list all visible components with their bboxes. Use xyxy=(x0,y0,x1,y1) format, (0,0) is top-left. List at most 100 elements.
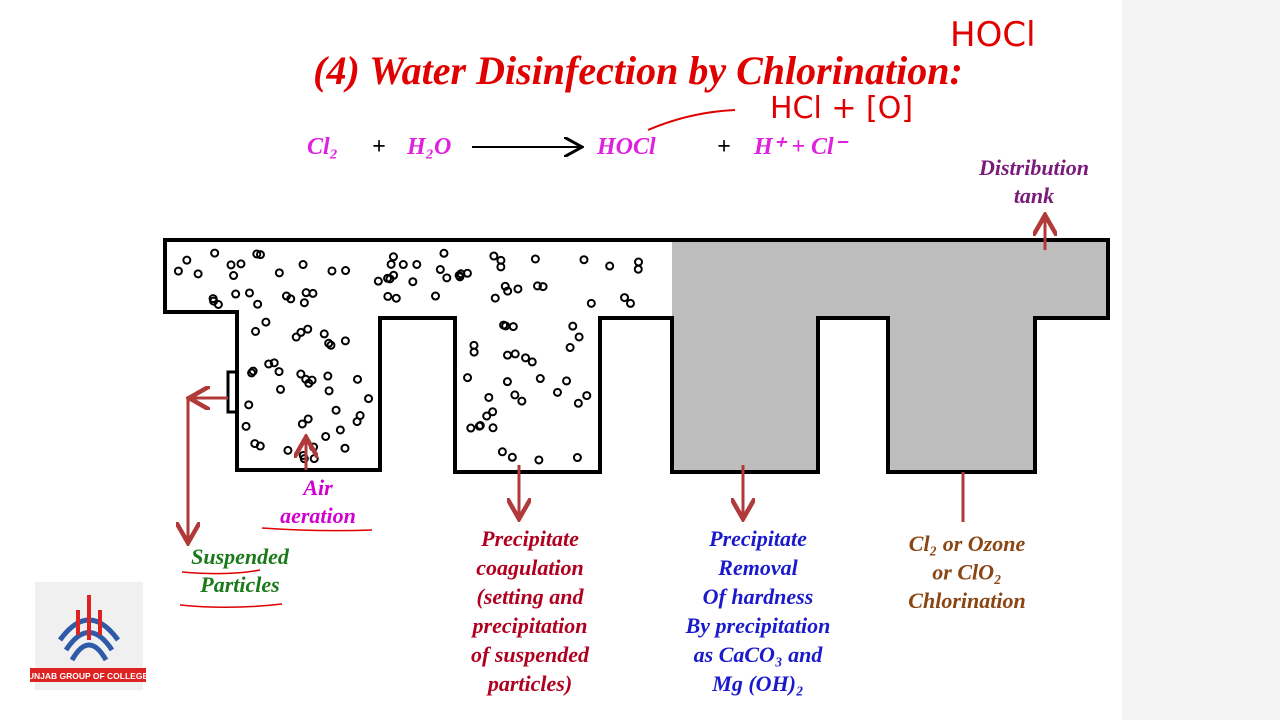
bubble xyxy=(373,276,383,286)
bubble xyxy=(497,447,507,457)
label-line: or ClO₂ xyxy=(932,560,1001,585)
bubble xyxy=(182,255,192,265)
bubble xyxy=(231,289,241,299)
bubble xyxy=(620,293,630,303)
label-line: (setting and xyxy=(477,584,585,609)
bubble xyxy=(309,442,319,452)
bubble xyxy=(388,252,398,262)
bubble xyxy=(304,378,314,388)
arrows xyxy=(188,218,1045,540)
bubble xyxy=(323,371,333,381)
bubble xyxy=(510,390,520,400)
bubble xyxy=(244,288,254,298)
bubble xyxy=(488,407,498,417)
bubble xyxy=(408,277,418,287)
bubble xyxy=(321,431,331,441)
label-line: Mg (OH)₂ xyxy=(711,671,803,696)
bubble xyxy=(335,425,345,435)
bubble xyxy=(572,453,582,463)
bubble xyxy=(303,414,313,424)
bubble xyxy=(391,293,401,303)
bubble xyxy=(513,284,523,294)
bubble xyxy=(412,259,422,269)
equation-term: Cl₂ xyxy=(307,134,338,160)
bubble xyxy=(291,332,301,342)
bubble xyxy=(247,368,257,378)
bubble xyxy=(573,398,583,408)
bubble xyxy=(283,445,293,455)
label-line: tank xyxy=(1014,183,1054,208)
bubble xyxy=(274,367,284,377)
label-line: Removal xyxy=(717,555,798,580)
equation-plus: + xyxy=(717,134,731,160)
bubble xyxy=(466,423,476,433)
bubble xyxy=(538,282,548,292)
side-panel xyxy=(1122,0,1280,720)
bubble xyxy=(383,291,393,301)
bubble xyxy=(297,419,307,429)
bubble xyxy=(299,298,309,308)
bubble xyxy=(565,343,575,353)
bubble xyxy=(517,396,527,406)
bubble xyxy=(496,262,506,272)
bubble xyxy=(276,384,286,394)
bubble xyxy=(261,317,271,327)
label-line: Distribution xyxy=(978,155,1089,180)
bubble xyxy=(535,374,545,384)
bubble xyxy=(530,254,540,264)
bubble xyxy=(281,291,291,301)
label-line: Particles xyxy=(199,572,279,597)
bubble xyxy=(507,452,517,462)
bubble xyxy=(582,391,592,401)
equation-term: H₂O xyxy=(406,134,451,160)
bubble xyxy=(301,288,311,298)
handwritten-note: HOCl xyxy=(950,15,1036,55)
bubble xyxy=(331,405,341,415)
bubble xyxy=(309,454,319,464)
handwritten-arrow xyxy=(647,109,736,131)
bubble xyxy=(482,411,492,421)
label-line: precipitation xyxy=(471,613,588,638)
bubble xyxy=(489,251,499,261)
bubble xyxy=(435,265,445,275)
label-line: as CaCO₃ and xyxy=(694,642,824,667)
bubble xyxy=(475,421,485,431)
bubble xyxy=(352,417,362,427)
label-line: of suspended xyxy=(471,642,590,667)
bubble xyxy=(296,369,306,379)
bubble xyxy=(552,387,562,397)
bubble xyxy=(319,329,329,339)
bubble xyxy=(244,400,254,410)
bubble xyxy=(532,281,542,291)
bubble xyxy=(430,291,440,301)
bubble xyxy=(193,269,203,279)
bubble xyxy=(264,359,274,369)
bubble xyxy=(625,298,635,308)
bubble xyxy=(326,340,336,350)
equation-term: HOCl xyxy=(596,134,656,160)
bubble xyxy=(236,259,246,269)
bubble xyxy=(579,255,589,265)
bubble xyxy=(398,260,408,270)
bubble xyxy=(442,273,452,283)
label-line: coagulation xyxy=(476,555,584,580)
bubble xyxy=(229,271,239,281)
bubble xyxy=(255,441,265,451)
bubble xyxy=(490,293,500,303)
bubble xyxy=(521,353,531,363)
bubble xyxy=(303,324,313,334)
bubble xyxy=(213,299,223,309)
bubble xyxy=(251,326,261,336)
bubble xyxy=(389,270,399,280)
bubble xyxy=(327,266,337,276)
label-line: particles) xyxy=(486,671,572,696)
bubble xyxy=(364,394,374,404)
logo-text: PUNJAB GROUP OF COLLEGES xyxy=(22,671,154,681)
bubble xyxy=(255,250,265,260)
bubble xyxy=(605,261,615,271)
bubble xyxy=(173,266,183,276)
label-line: Precipitate xyxy=(708,526,807,551)
logo: PUNJAB GROUP OF COLLEGES xyxy=(22,582,154,690)
label-line: aeration xyxy=(280,503,356,528)
